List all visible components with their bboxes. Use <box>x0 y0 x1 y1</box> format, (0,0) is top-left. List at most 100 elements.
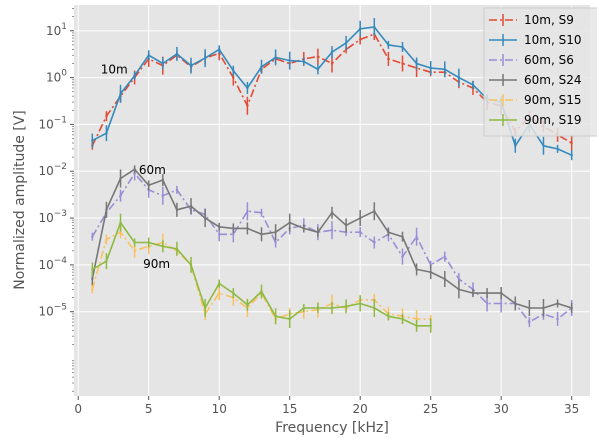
data-point <box>119 177 122 180</box>
data-point <box>316 55 320 58</box>
data-point <box>401 45 404 49</box>
data-point <box>260 65 263 68</box>
data-point <box>91 288 94 291</box>
data-point <box>246 303 249 307</box>
x-tick-label: 5 <box>145 402 153 416</box>
x-tick-label: 30 <box>494 402 509 416</box>
data-point <box>161 178 165 182</box>
data-point <box>260 211 263 214</box>
data-point <box>401 235 404 238</box>
data-point <box>161 62 165 65</box>
data-point <box>203 216 207 220</box>
data-point <box>288 59 291 62</box>
data-point <box>415 268 418 271</box>
series-5 <box>91 213 432 333</box>
data-point <box>570 306 573 310</box>
series-3 <box>91 165 573 318</box>
data-point <box>499 302 503 305</box>
data-point <box>387 57 390 61</box>
data-point <box>556 302 559 305</box>
data-point <box>189 263 193 267</box>
data-point <box>274 315 277 318</box>
data-point <box>358 27 362 31</box>
legend-label: 10m, S9 <box>524 13 574 27</box>
data-point <box>429 324 432 328</box>
x-tick-label: 20 <box>353 402 368 416</box>
data-point <box>91 277 94 281</box>
data-point <box>401 317 404 321</box>
data-point <box>330 306 334 310</box>
data-point <box>415 235 418 238</box>
legend-item: 90m, S19 <box>489 113 581 127</box>
data-point <box>373 210 376 213</box>
annotation-label: 90m <box>143 257 170 271</box>
data-point <box>556 317 559 321</box>
data-point <box>133 168 136 171</box>
data-point <box>387 315 390 318</box>
data-point <box>105 131 108 135</box>
legend-label: 60m, S24 <box>524 73 581 87</box>
data-point <box>91 235 94 238</box>
legend-item: 90m, S15 <box>489 93 581 107</box>
data-point <box>175 188 179 192</box>
x-axis-label: Frequency [kHz] <box>275 420 389 436</box>
data-point <box>246 227 249 230</box>
data-point <box>147 184 150 187</box>
data-point <box>189 204 193 208</box>
data-point <box>415 317 418 321</box>
data-point <box>344 224 348 227</box>
data-point <box>218 233 221 236</box>
data-point <box>358 302 362 305</box>
data-point <box>457 288 461 291</box>
data-point <box>373 25 376 29</box>
data-point <box>302 306 306 310</box>
data-point <box>218 48 221 51</box>
data-point <box>387 43 390 47</box>
data-point <box>288 221 291 224</box>
series-layer <box>91 18 573 333</box>
y-axis-label: Normalized amplitude [V] <box>12 110 28 290</box>
legend-item: 60m, S6 <box>489 53 574 67</box>
x-tick-label: 35 <box>564 402 579 416</box>
x-tick-label: 10 <box>212 402 227 416</box>
data-point <box>189 64 193 67</box>
data-point <box>119 194 122 197</box>
data-point <box>232 76 235 79</box>
data-point <box>260 233 263 236</box>
data-point <box>302 60 306 63</box>
data-point <box>471 83 475 87</box>
data-point <box>316 230 320 234</box>
x-tick-label: 15 <box>282 402 297 416</box>
data-point <box>514 144 517 147</box>
data-point <box>373 306 376 310</box>
data-point <box>429 66 432 70</box>
y-tick-label: 10−1 <box>38 115 67 131</box>
data-point <box>429 270 432 274</box>
data-point <box>175 52 179 56</box>
y-axis: 10−5 10−4 10−3 10−2 10−1 100 101 <box>38 8 74 392</box>
data-point <box>133 241 136 244</box>
data-point <box>542 144 545 147</box>
x-axis: 0 5 10 15 20 25 30 35 <box>74 396 579 416</box>
data-point <box>485 302 489 305</box>
data-point <box>203 56 207 60</box>
data-point <box>175 247 179 251</box>
data-point <box>246 210 249 213</box>
data-point <box>556 147 559 151</box>
data-point <box>232 69 235 72</box>
y-tick-label: 10−5 <box>38 303 67 319</box>
legend-label: 10m, S10 <box>524 33 581 47</box>
data-point <box>232 233 235 236</box>
data-point <box>274 56 277 59</box>
data-point <box>133 74 136 77</box>
y-tick-label: 10−3 <box>38 209 67 225</box>
data-point <box>232 227 235 230</box>
data-point <box>570 153 573 157</box>
x-tick-label: 0 <box>74 402 82 416</box>
annotation-label: 10m <box>101 62 128 76</box>
data-point <box>514 302 517 305</box>
data-point <box>443 255 446 258</box>
data-point <box>330 211 334 214</box>
data-point <box>401 62 404 65</box>
